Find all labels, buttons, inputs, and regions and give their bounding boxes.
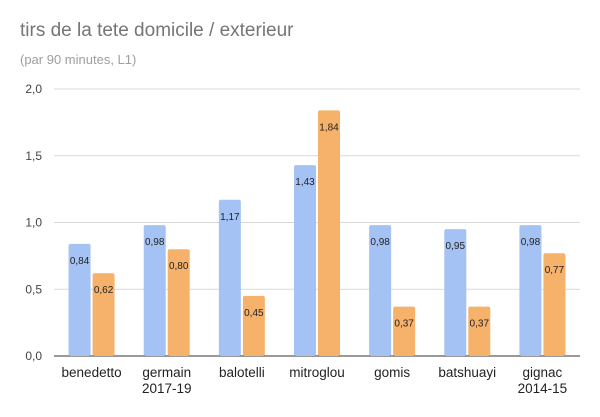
data-label: 0,80 — [169, 261, 189, 272]
data-label: 0,98 — [145, 237, 165, 248]
bar — [92, 273, 115, 356]
x-tick-label: 2017-19 — [142, 381, 192, 396]
x-tick-label: batshuayi — [438, 365, 496, 380]
data-label: 0,37 — [394, 319, 414, 330]
y-tick-label: 0,0 — [25, 349, 42, 363]
x-tick-label: gomis — [374, 365, 410, 380]
y-tick-label: 1,0 — [25, 216, 42, 230]
data-label: 0,98 — [370, 237, 390, 248]
bar — [519, 225, 542, 356]
bar — [143, 225, 166, 356]
y-tick-label: 1,5 — [25, 149, 42, 163]
x-tick-label: gignac — [523, 365, 563, 380]
chart-subtitle: (par 90 minutes, L1) — [20, 52, 137, 67]
bar — [444, 229, 467, 356]
x-tick-label: 2014-15 — [518, 381, 568, 396]
data-label: 1,17 — [220, 212, 240, 223]
data-label: 0,95 — [446, 241, 466, 252]
y-tick-label: 0,5 — [25, 282, 42, 296]
data-label: 1,43 — [295, 177, 315, 188]
data-label: 1,84 — [319, 122, 339, 133]
bar — [242, 295, 265, 356]
bar — [468, 306, 491, 356]
x-tick-label: benedetto — [62, 365, 122, 380]
data-label: 0,98 — [521, 237, 541, 248]
data-label: 0,37 — [470, 319, 490, 330]
bar — [218, 199, 241, 356]
bar — [68, 243, 91, 356]
x-tick-label: germain — [142, 365, 191, 380]
bar — [294, 165, 316, 356]
data-label: 0,77 — [545, 265, 565, 276]
data-label: 0,84 — [70, 256, 90, 267]
data-label: 0,62 — [94, 285, 114, 296]
bar — [393, 306, 416, 356]
bar — [543, 253, 566, 356]
bar — [369, 225, 392, 356]
bar — [167, 249, 190, 356]
bar — [318, 110, 340, 356]
x-tick-label: balotelli — [219, 365, 265, 380]
x-tick-label: mitroglou — [289, 365, 345, 380]
y-tick-label: 2,0 — [25, 82, 42, 96]
data-label: 0,45 — [244, 308, 264, 319]
chart-title: tirs de la tete domicile / exterieur — [20, 20, 294, 41]
